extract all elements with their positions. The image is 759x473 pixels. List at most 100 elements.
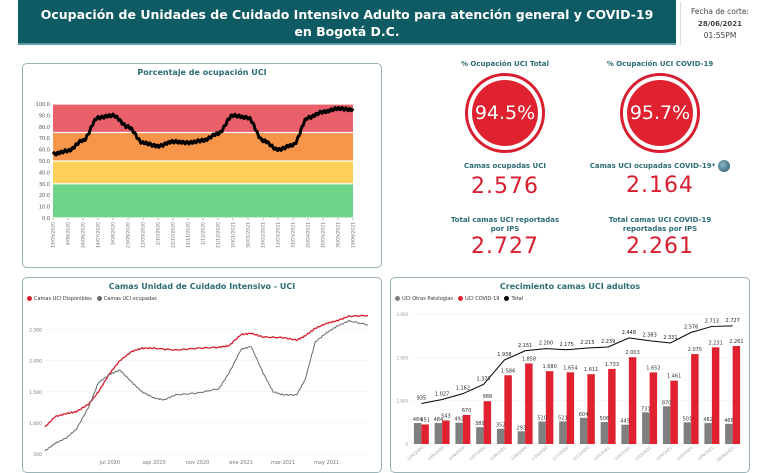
data-label: 1.611 (584, 367, 598, 373)
x-tick-label: 1/04/2021 (655, 445, 674, 462)
title-line-2: en Bogotá D.C. (294, 24, 400, 39)
occupancy-chart-panel: Porcentaje de ocupación UCI 0.0 10.0 20.0 3… (22, 63, 382, 268)
data-label: 521 (558, 415, 568, 421)
fecha-date: 28/06/2021 (697, 20, 743, 28)
data-label: 670 (462, 408, 472, 414)
x-tick-label: 30/05/2021 (336, 222, 342, 248)
data-label: 2.713 (705, 318, 719, 324)
data-label: 2.239 (601, 339, 615, 345)
data-label: 988 (483, 394, 493, 400)
x-tick-label: 24/06/2020 (81, 222, 87, 248)
x-tick-label: 1/09/2020 (510, 445, 529, 462)
x-tick-label: jul 2020 (99, 460, 120, 466)
x-tick-label: 11/11/2020 (186, 222, 192, 248)
bar-covid (608, 368, 616, 444)
x-tick-label: 1/10/2020 (530, 445, 549, 462)
x-tick-label: 1/03/2021 (634, 445, 653, 462)
x-tick-label: 10/01/2021 (231, 222, 237, 248)
y-tick-label: 20.0 (39, 193, 50, 199)
y-tick-label: 3.000 (397, 312, 409, 317)
x-tick-label: 1/04/2020 (406, 445, 425, 462)
data-label: 1.680 (542, 364, 556, 370)
legend-item[interactable]: UCI COVID-19 (457, 296, 499, 302)
data-label: 506 (600, 416, 610, 422)
kpi-label: Total camas UCI COVID-19 reportadas por … (608, 216, 712, 233)
legend-item[interactable]: UCI Otras Patologías (395, 296, 453, 302)
bar-covid (442, 420, 450, 444)
total-line (421, 325, 733, 404)
globe-icon[interactable] (718, 160, 731, 172)
x-tick-label: 14/07/2020 (96, 222, 102, 248)
data-label: 1.027 (435, 391, 449, 397)
y-tick-label: 0 (405, 442, 408, 447)
beds-chart-panel: Camas Unidad de Cuidado Intensivo - UCI … (22, 277, 382, 473)
data-label: 484 (434, 417, 444, 423)
kpi-label: Total camas UCI reportadas por IPS (450, 216, 560, 233)
series-line (44, 314, 369, 428)
legend-item[interactable]: Camas UCI ocupadas (96, 296, 157, 302)
kpi-label: % Ocupación UCI COVID-19 (606, 60, 714, 68)
y-tick-label: 70.0 (39, 136, 50, 142)
data-label: 870 (662, 400, 672, 406)
legend-item[interactable]: Total (504, 296, 523, 302)
x-tick-label: 23/08/2020 (126, 222, 132, 248)
beds-line-chart: 500 1.000 1.500 2.000 2.500 jul 2020 sep 2020 n… (29, 314, 369, 466)
kpi-ocupacion-covid: % Ocupación UCI COVID-19 95.7% (585, 60, 735, 153)
x-tick-label: 3/08/2020 (111, 222, 117, 245)
data-label: 2.215 (580, 340, 594, 346)
bar-otras (600, 422, 609, 444)
x-tick-label: 1/11/2020 (551, 445, 570, 462)
legend: Camas UCI Disponibles Camas UCI ocupadas (27, 296, 157, 302)
y-tick-label: 0.0 (42, 216, 50, 222)
data-label: 935 (417, 395, 427, 401)
x-tick-label: 1/08/2020 (489, 445, 508, 462)
data-label: 2.200 (539, 341, 553, 347)
data-label: 2.576 (684, 324, 698, 330)
bar-covid (670, 380, 678, 444)
bar-covid (649, 372, 658, 444)
title-line-1: Ocupación de Unidades de Cuidado Intensi… (40, 7, 654, 22)
bar-otras (662, 406, 671, 444)
chart-title: Porcentaje de ocupación UCI (137, 68, 267, 77)
growth-bar-chart: 01.0002.0003.0004844519351/04/2020484543… (397, 312, 744, 463)
band (53, 184, 353, 218)
legend-item[interactable]: Camas UCI Disponibles (27, 296, 92, 302)
x-tick-label: mar 2021 (271, 460, 295, 466)
y-tick-label: 10.0 (39, 205, 50, 211)
kpi-camas-covid: Camas UCI ocupadas COVID-19* 2.164 (585, 160, 735, 198)
bar-covid (525, 363, 533, 444)
bar-covid (732, 346, 741, 444)
x-tick-label: 21/12/2020 (216, 222, 222, 248)
x-tick-label: 1/05/2021 (676, 445, 695, 462)
bar-covid (587, 374, 595, 444)
data-label: 731 (641, 406, 651, 412)
x-tick-label: 28/06/2021 (715, 445, 735, 463)
occupancy-line (51, 105, 355, 157)
y-tick-label: 500 (33, 452, 42, 458)
y-tick-label: 1.000 (397, 399, 409, 404)
bar-otras (579, 417, 588, 444)
y-tick-label: 30.0 (39, 182, 50, 188)
x-tick-label: 11/03/2021 (276, 222, 282, 248)
x-tick-label: 20/04/2021 (306, 222, 312, 248)
kpi-value: 95.7% (627, 80, 693, 146)
kpi-value: 2.576 (471, 174, 539, 199)
data-label: 1.461 (667, 374, 681, 380)
x-tick-label: 1/06/2020 (447, 445, 466, 462)
data-label: 1.858 (522, 356, 536, 362)
kpi-value: 94.5% (472, 80, 538, 146)
x-tick-label: 1/02/2021 (613, 445, 632, 462)
bar-otras (434, 423, 443, 444)
data-label: 2.003 (625, 350, 639, 356)
bar-otras (413, 423, 422, 444)
data-label: 484 (413, 417, 423, 423)
x-tick-label: 12/09/2020 (141, 222, 147, 248)
occupancy-chart: 0.0 10.0 20.0 30.0 40.0 50.0 60.0 70.0 80.0 90.0 1… (36, 102, 357, 248)
data-label: 293 (517, 425, 527, 431)
fecha-time: 01:55PM (703, 31, 737, 40)
x-tick-label: 2/10/2020 (156, 222, 162, 245)
chart-title: Crecimiento camas UCI adultos (499, 282, 641, 291)
data-label: 501 (683, 416, 693, 422)
y-tick-label: 2.000 (397, 355, 409, 360)
bar-covid (691, 354, 699, 444)
